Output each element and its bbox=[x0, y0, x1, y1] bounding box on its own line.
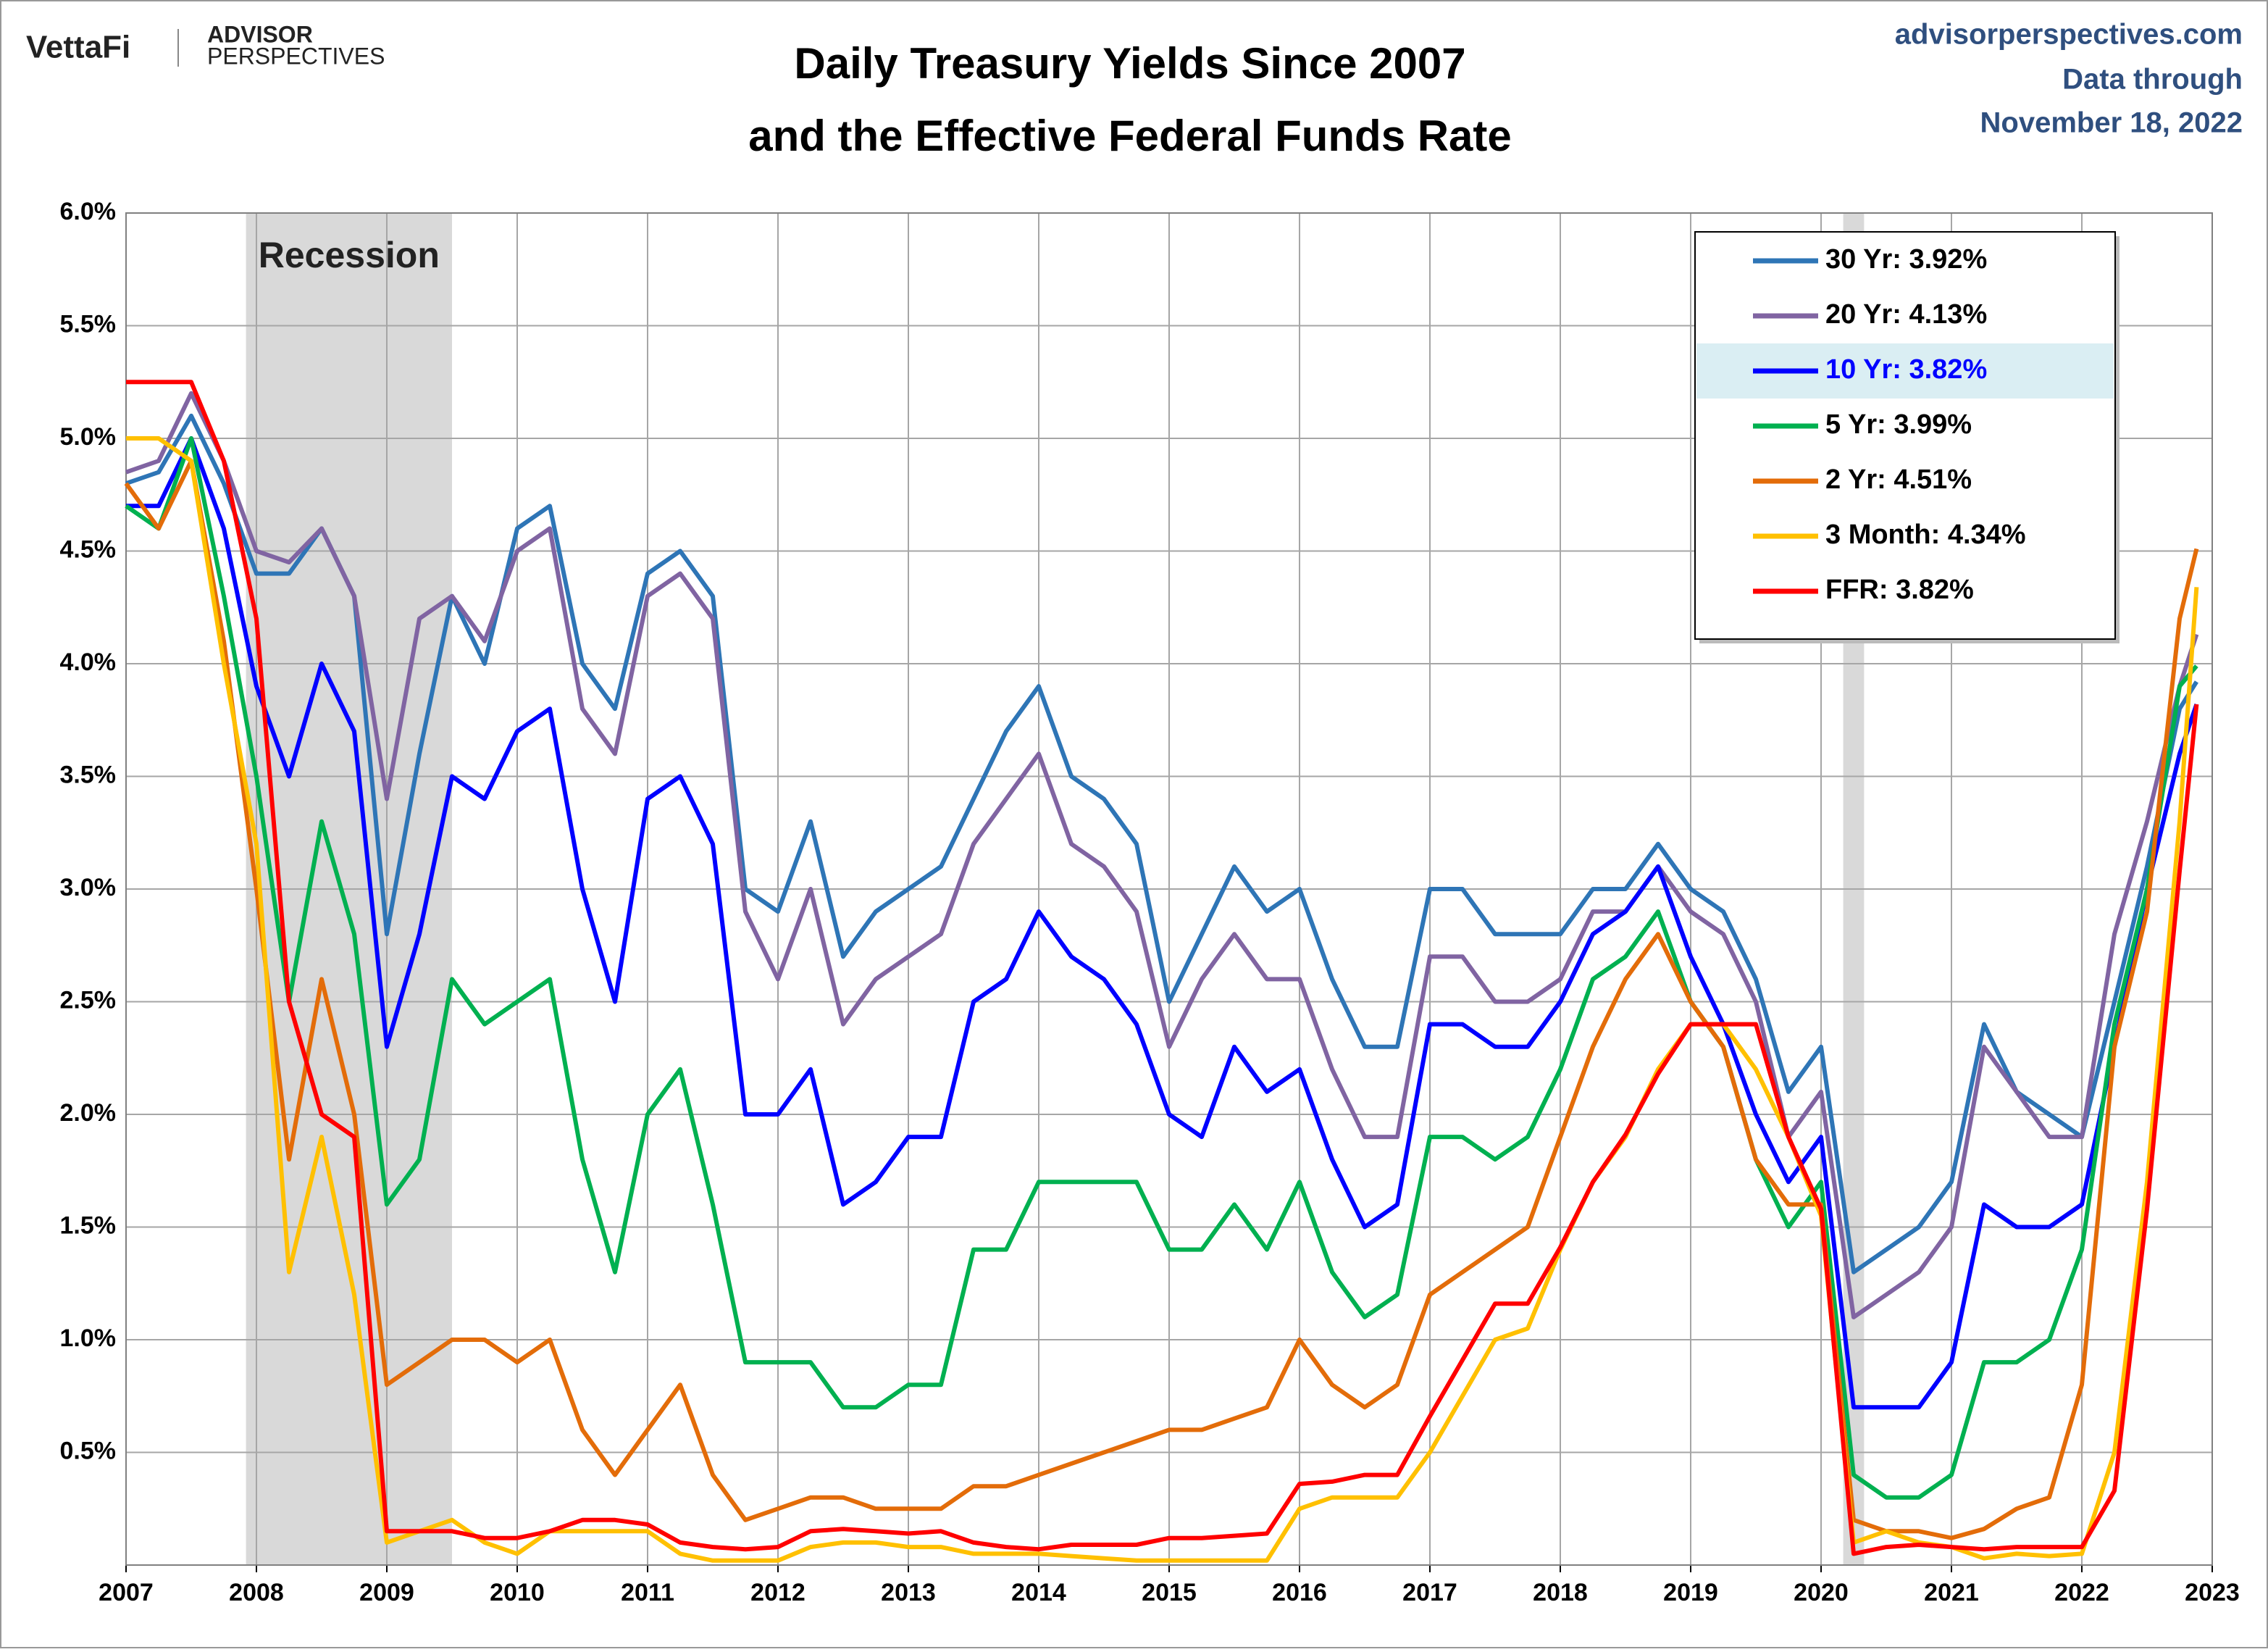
y-tick-label: 5.0% bbox=[60, 423, 117, 451]
x-tick-label: 2014 bbox=[1011, 1579, 1066, 1606]
x-tick-label: 2007 bbox=[99, 1579, 154, 1606]
plot-border bbox=[125, 212, 2213, 1566]
legend-box bbox=[1694, 231, 2116, 640]
series-line bbox=[126, 436, 2199, 1410]
x-tick-label: 2015 bbox=[1142, 1579, 1197, 1606]
chart-title: and the Effective Federal Funds Rate bbox=[748, 112, 1512, 160]
x-tick-label: 2018 bbox=[1533, 1579, 1588, 1606]
x-tick-label: 2012 bbox=[750, 1579, 805, 1606]
x-tick-label: 2019 bbox=[1663, 1579, 1718, 1606]
legend-label: 5 Yr: 3.99% bbox=[1825, 409, 1972, 440]
x-tick-label: 2021 bbox=[1924, 1579, 1979, 1606]
brand-line: ADVISOR bbox=[207, 21, 313, 47]
y-tick-label: 3.0% bbox=[60, 874, 117, 901]
x-tick-label: 2009 bbox=[359, 1579, 414, 1606]
x-tick-label: 2020 bbox=[1794, 1579, 1849, 1606]
x-tick-label: 2010 bbox=[490, 1579, 545, 1606]
x-tick-label: 2013 bbox=[881, 1579, 936, 1606]
y-tick-label: 0.5% bbox=[60, 1437, 117, 1464]
y-tick-label: 1.5% bbox=[60, 1211, 117, 1239]
y-tick-label: 2.5% bbox=[60, 986, 117, 1014]
y-tick-label: 5.5% bbox=[60, 310, 117, 338]
y-tick-label: 4.0% bbox=[60, 648, 117, 676]
series-line bbox=[125, 413, 2198, 1275]
x-tick-label: 2022 bbox=[2054, 1579, 2109, 1606]
series-line bbox=[126, 380, 2199, 1556]
x-tick-label: 2023 bbox=[2185, 1579, 2240, 1606]
legend-label: 10 Yr: 3.82% bbox=[1825, 354, 1987, 385]
legend-label: 2 Yr: 4.51% bbox=[1825, 464, 1972, 495]
brand-line: PERSPECTIVES bbox=[207, 43, 385, 69]
series-line bbox=[125, 436, 2198, 1500]
source-site: advisorperspectives.com bbox=[1895, 19, 2243, 51]
logo: VettaFi bbox=[26, 30, 130, 65]
y-tick-label: 3.5% bbox=[60, 761, 117, 788]
legend-label: 20 Yr: 4.13% bbox=[1825, 299, 1987, 330]
chart-title: Daily Treasury Yields Since 2007 bbox=[794, 39, 1465, 88]
source-note: Data through bbox=[2062, 64, 2243, 96]
series-line bbox=[125, 391, 2199, 1319]
y-tick-label: 4.5% bbox=[60, 535, 117, 563]
x-tick-label: 2008 bbox=[229, 1579, 284, 1606]
source-note: November 18, 2022 bbox=[1980, 107, 2243, 139]
legend-label: 30 Yr: 3.92% bbox=[1825, 244, 1987, 275]
x-tick-label: 2017 bbox=[1402, 1579, 1457, 1606]
legend-label: FFR: 3.82% bbox=[1825, 575, 1974, 605]
x-tick-label: 2016 bbox=[1272, 1579, 1327, 1606]
x-tick-label: 2011 bbox=[621, 1579, 674, 1606]
y-tick-label: 6.0% bbox=[60, 198, 117, 225]
legend-label: 3 Month: 4.34% bbox=[1825, 520, 2026, 550]
y-tick-label: 1.0% bbox=[60, 1324, 117, 1352]
recession-label: Recession bbox=[259, 235, 440, 275]
y-tick-label: 2.0% bbox=[60, 1099, 117, 1127]
series-line bbox=[124, 459, 2199, 1540]
